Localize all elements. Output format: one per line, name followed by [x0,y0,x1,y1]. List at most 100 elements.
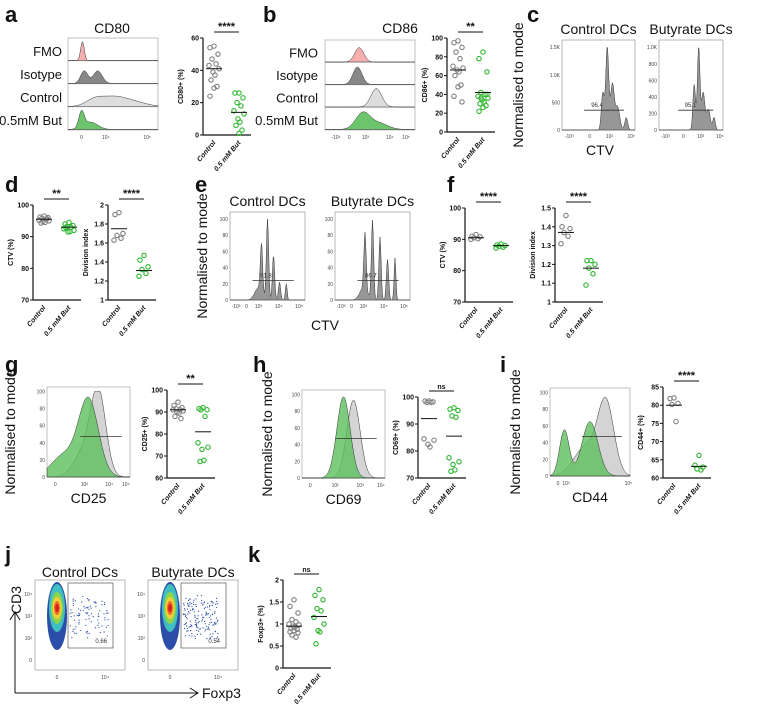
event-dot-j-0-3 [85,612,87,614]
event-dot-j-1-12 [201,618,204,621]
data-point-b-1-1 [476,55,482,62]
event-dot-j-1-139 [210,601,212,603]
event-dot-j-1-7 [197,627,199,629]
data-point-a-0-3 [209,56,215,62]
event-dot-j-1-128 [217,632,219,635]
event-dot-j-1-112 [183,627,186,630]
x-tick-e-1-3: 10⁴ [380,304,388,310]
panel-label-i: i [500,352,506,377]
event-dot-j-0-19 [85,624,87,626]
y-tick-label-i-2: 70 [651,439,659,446]
event-dot-j-0-27 [70,609,72,611]
category-label-b-0: Control [440,136,462,160]
row-label-b-1: Isotype [276,68,318,83]
data-point-a-1-6 [241,111,247,117]
event-dot-j-1-10 [189,626,191,628]
row-label-b-0: FMO [289,46,318,61]
gate-box-j-1 [180,582,227,649]
histogram-curve-g-1 [46,396,130,478]
event-dot-j-1-82 [211,635,213,637]
y-axis-label-j: CD3 [8,586,24,614]
y-tick-label-k-3: 1.5 [269,600,279,607]
data-point-k-1-8 [317,629,323,635]
event-dot-j-0-52 [86,613,88,615]
event-dot-j-0-39 [101,625,103,627]
event-dot-j-1-129 [188,605,190,607]
event-dot-j-1-98 [190,624,192,626]
y-tick-h-0: 0 [297,476,300,482]
event-dot-j-1-140 [193,611,195,613]
data-point-f2-0-5 [558,240,564,247]
event-dot-j-0-40 [88,599,90,601]
event-dot-j-1-23 [215,603,217,605]
event-dot-j-1-122 [189,620,191,622]
y-tick-label-f1-1: 80 [453,268,461,275]
y-tick-label-g-4: 100 [151,388,163,395]
event-dot-j-0-32 [86,630,89,633]
x-tick-h-0: 0 [309,483,312,489]
y-tick-i-0: 0 [545,474,548,480]
event-dot-j-1-96 [184,613,186,615]
event-dot-j-1-155 [208,606,211,608]
data-point-k-0-2 [295,610,301,616]
event-dot-j-1-111 [212,633,214,635]
data-point-a-1-10 [239,127,245,133]
event-dot-j-1-81 [216,620,219,622]
scatter-title-j-1: Butyrate DCs [151,564,234,580]
event-dot-j-1-15 [187,613,189,615]
y-tick-label-f2-5: 1.5 [541,206,551,213]
event-dot-j-0-89 [75,632,77,635]
event-dot-j-1-62 [208,616,210,618]
y-tick-label-b-0: 0 [439,130,443,137]
event-dot-j-1-93 [209,636,211,639]
event-dot-j-1-142 [188,626,190,628]
event-dot-j-1-89 [213,624,215,626]
histogram-frame-c-1 [658,39,724,131]
histogram-curve-c-0 [562,46,635,131]
data-point-g-0-6 [180,408,186,414]
data-point-k-0-4 [293,619,299,625]
event-dot-j-1-85 [211,613,214,616]
y-tick-label-d2-3: 1.6 [94,241,104,248]
data-point-k-1-1 [312,592,318,599]
data-point-b-0-3 [453,49,459,55]
x-tick-b-1: 0 [348,135,351,141]
event-dot-j-1-37 [185,622,188,624]
event-dot-j-0-8 [74,619,76,621]
category-label-a-1: 0.5 mM But [213,139,243,173]
event-dot-j-0-41 [88,600,90,602]
gate-value-e-0: 91.8 [260,274,272,280]
panel-label-e: e [195,172,207,197]
event-dot-j-1-19 [215,622,217,624]
row-label-a-0: FMO [33,44,62,59]
event-dot-j-1-75 [216,606,218,609]
histogram-curve-c-1 [659,46,723,131]
data-point-f2-0-2 [567,225,573,232]
data-point-d1-0-9 [38,220,44,226]
event-dot-j-0-49 [83,605,85,608]
event-dot-j-1-126 [204,630,206,632]
y-tick-label-f2-2: 1.2 [541,262,551,269]
y-tick-label-h-2: 90 [406,422,414,429]
y-tick-label-d2-4: 1.8 [94,222,104,229]
x-tick-h-3: 10⁴ [377,483,385,489]
category-label-h-1: 0.5 mM But [428,482,458,516]
data-point-k-1-6 [321,621,327,627]
gate-value-e-1: 86.7 [365,274,377,280]
event-dot-j-0-72 [101,604,103,606]
event-dot-j-0-64 [71,611,73,614]
event-dot-j-0-57 [85,618,87,621]
event-dot-j-0-13 [99,610,101,612]
event-dot-j-1-145 [192,608,194,610]
data-point-i-0-1 [667,395,673,402]
event-dot-j-0-56 [87,637,89,639]
event-dot-j-1-36 [205,628,207,631]
x-tick-c-1-2: 10³ [697,134,705,140]
y-tick-j-1-2: 10³ [138,614,146,620]
data-point-k-0-15 [293,634,299,640]
category-label-g-0: Control [160,482,182,506]
event-dot-j-1-124 [187,604,189,606]
data-point-a-0-4 [213,61,219,67]
data-point-b-0-2 [459,44,465,51]
event-dot-j-1-49 [209,615,212,617]
